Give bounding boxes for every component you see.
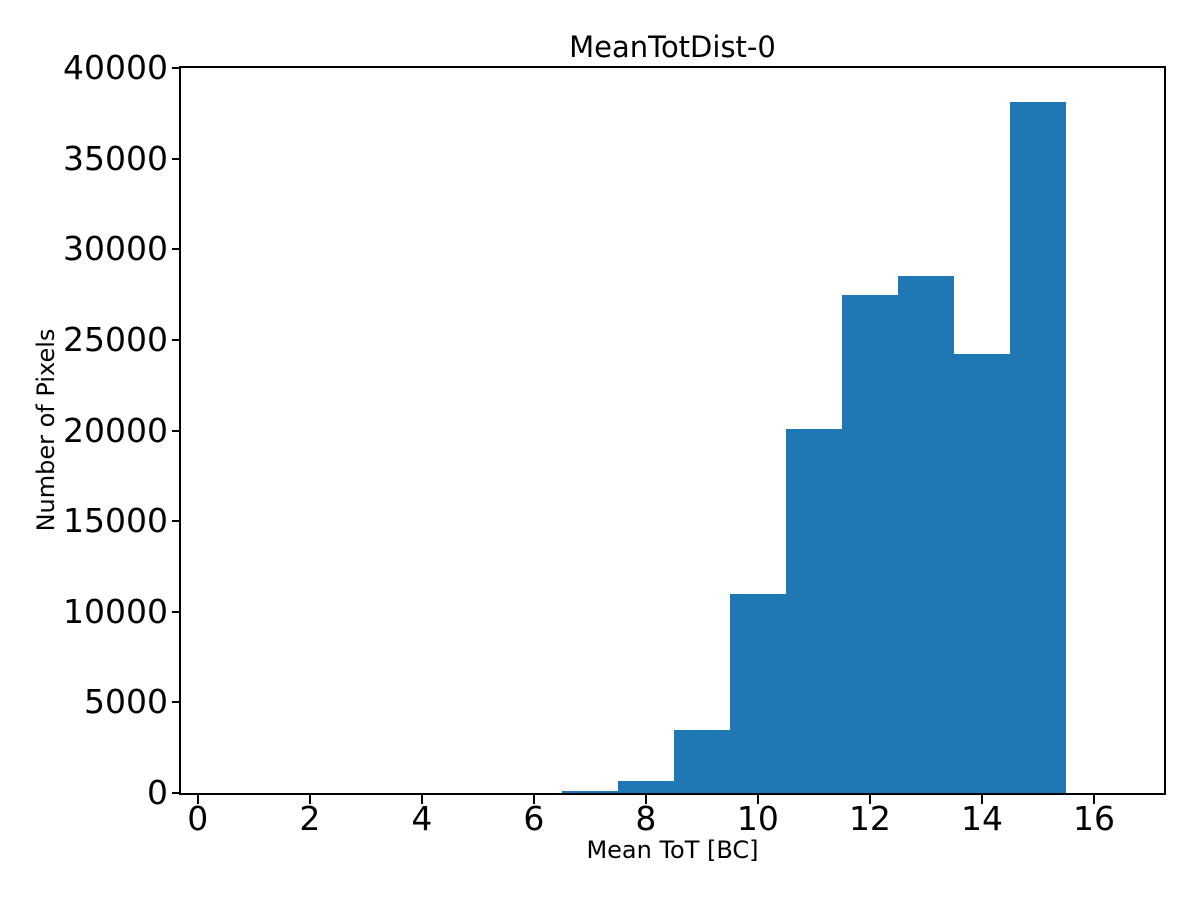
y-tick-mark bbox=[172, 610, 181, 613]
histogram-bar bbox=[561, 791, 618, 793]
x-tick-label: 0 bbox=[187, 799, 209, 838]
x-tick-mark bbox=[644, 795, 647, 804]
y-tick-label: 10000 bbox=[63, 591, 168, 631]
x-tick-mark bbox=[196, 795, 199, 804]
x-tick-label: 10 bbox=[736, 799, 779, 838]
y-tick-label: 25000 bbox=[63, 319, 168, 359]
x-tick-mark bbox=[420, 795, 423, 804]
y-tick-label: 5000 bbox=[84, 682, 168, 722]
histogram-bar bbox=[729, 593, 786, 793]
histogram-bar bbox=[785, 428, 842, 793]
y-tick-mark bbox=[172, 338, 181, 341]
x-tick-label: 8 bbox=[635, 799, 657, 838]
x-tick-label: 16 bbox=[1072, 799, 1115, 838]
histogram-bar bbox=[953, 354, 1010, 793]
y-tick-mark bbox=[172, 67, 181, 69]
chart-title: MeanTotDist-0 bbox=[569, 30, 776, 64]
x-tick-mark bbox=[532, 795, 535, 804]
x-tick-mark bbox=[1092, 795, 1095, 804]
y-tick-label: 15000 bbox=[63, 501, 168, 541]
histogram-bar bbox=[1009, 102, 1066, 793]
histogram-bar bbox=[897, 276, 954, 793]
y-tick-label: 30000 bbox=[63, 229, 168, 269]
x-tick-label: 6 bbox=[523, 799, 545, 838]
x-tick-label: 4 bbox=[411, 799, 433, 838]
x-tick-mark bbox=[868, 795, 871, 804]
y-tick-mark bbox=[172, 701, 181, 704]
y-tick-label: 20000 bbox=[63, 410, 168, 450]
histogram-bar bbox=[841, 294, 898, 793]
x-tick-label: 14 bbox=[960, 799, 1003, 838]
y-tick-label: 35000 bbox=[63, 138, 168, 178]
x-tick-label: 12 bbox=[848, 799, 891, 838]
x-tick-label: 2 bbox=[299, 799, 321, 838]
x-tick-mark bbox=[980, 795, 983, 804]
x-axis-label: Mean ToT [BC] bbox=[586, 836, 759, 864]
y-tick-label: 40000 bbox=[63, 48, 168, 87]
y-tick-mark bbox=[172, 157, 181, 160]
y-tick-mark bbox=[172, 520, 181, 523]
histogram-bar bbox=[617, 781, 674, 793]
y-tick-mark bbox=[172, 429, 181, 432]
histogram-bar bbox=[673, 730, 730, 793]
x-tick-mark bbox=[308, 795, 311, 804]
x-tick-mark bbox=[756, 795, 759, 804]
y-tick-label: 0 bbox=[147, 773, 168, 812]
y-tick-mark bbox=[172, 792, 181, 794]
y-tick-mark bbox=[172, 248, 181, 251]
